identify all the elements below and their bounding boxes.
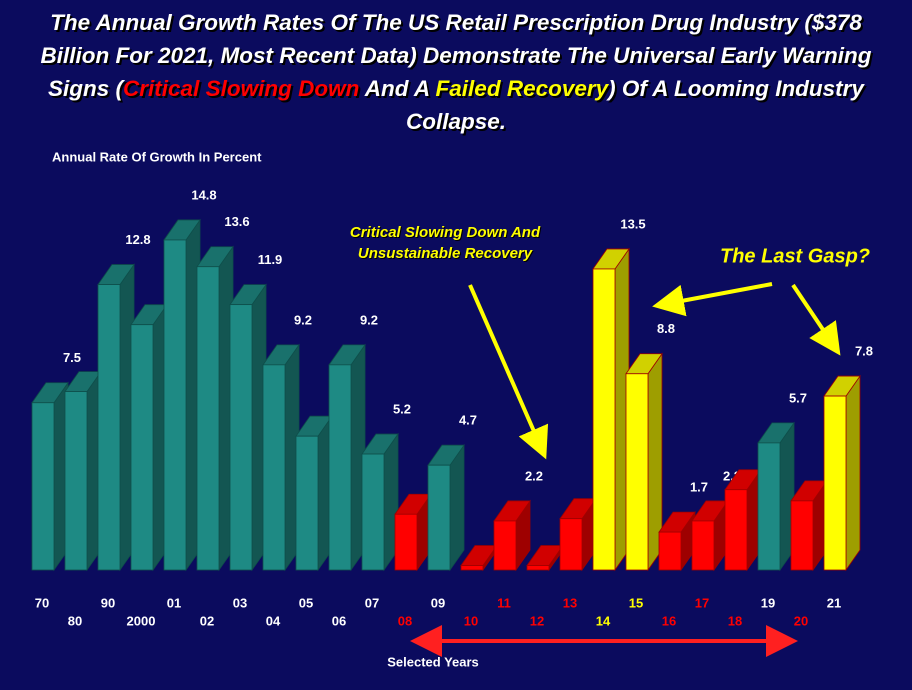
bar-side bbox=[449, 443, 465, 572]
bar bbox=[493, 520, 517, 571]
bar bbox=[559, 518, 583, 571]
bar bbox=[262, 364, 286, 571]
bar bbox=[790, 500, 814, 571]
bar bbox=[229, 304, 253, 571]
x-tick-label: 04 bbox=[266, 613, 281, 628]
x-tick-label: 10 bbox=[464, 613, 478, 628]
x-tick-label: 19 bbox=[761, 595, 775, 610]
annotation-arrow bbox=[652, 282, 773, 317]
data-label: 14.8 bbox=[191, 187, 216, 202]
x-tick-label: 17 bbox=[695, 595, 709, 610]
x-tick-label: 03 bbox=[233, 595, 247, 610]
bar bbox=[130, 324, 154, 571]
bar bbox=[295, 435, 319, 571]
bar bbox=[757, 442, 781, 571]
data-label: 5.7 bbox=[789, 390, 807, 405]
bar bbox=[31, 402, 55, 571]
bar bbox=[97, 284, 121, 571]
title-segment: Critical Slowing Down bbox=[123, 76, 360, 101]
data-label: 13.6 bbox=[224, 214, 249, 229]
y-axis-label: Annual Rate Of Growth In Percent bbox=[52, 149, 262, 164]
x-tick-label: 18 bbox=[728, 613, 742, 628]
x-tick-label: 09 bbox=[431, 595, 445, 610]
title-segment: And A bbox=[359, 76, 436, 101]
data-label: 1.7 bbox=[690, 480, 708, 495]
x-tick-label: 15 bbox=[629, 595, 643, 610]
x-tick-label: 08 bbox=[398, 613, 412, 628]
x-tick-label: 11 bbox=[497, 595, 511, 610]
x-axis-label: Selected Years bbox=[387, 654, 479, 669]
x-tick-label: 13 bbox=[563, 595, 577, 610]
chart-title: The Annual Growth Rates Of The US Retail… bbox=[20, 6, 892, 138]
data-label: 13.5 bbox=[620, 216, 645, 231]
bar-side bbox=[845, 374, 861, 572]
title-segment: ) Of A Looming Industry Collapse. bbox=[405, 76, 864, 134]
x-tick-label: 20 bbox=[794, 613, 808, 628]
data-label: 7.8 bbox=[855, 343, 873, 358]
x-tick-label: 80 bbox=[68, 613, 82, 628]
bar bbox=[361, 453, 385, 571]
data-label: 2.2 bbox=[525, 468, 543, 483]
x-tick-label: 06 bbox=[332, 613, 346, 628]
x-tick-label: 14 bbox=[596, 613, 611, 628]
bar bbox=[691, 520, 715, 571]
bar bbox=[196, 266, 220, 571]
data-label: 11.9 bbox=[258, 252, 283, 267]
data-label: 4.7 bbox=[459, 413, 477, 428]
x-tick-label: 90 bbox=[101, 595, 115, 610]
bar bbox=[724, 489, 748, 571]
x-tick-label: 2000 bbox=[127, 613, 156, 628]
annotation: The Last Gasp? bbox=[720, 245, 870, 267]
bar bbox=[427, 464, 451, 571]
bar bbox=[526, 565, 550, 571]
annotation-box: Critical Slowing Down And Unsustainable … bbox=[349, 224, 541, 262]
bar bbox=[163, 239, 187, 571]
bar bbox=[394, 513, 418, 571]
data-label: 9.2 bbox=[360, 312, 378, 327]
x-tick-label: 12 bbox=[530, 613, 544, 628]
x-tick-label: 02 bbox=[200, 613, 214, 628]
x-tick-label: 01 bbox=[167, 595, 181, 610]
data-label: 5.2 bbox=[393, 401, 411, 416]
x-tick-label: 70 bbox=[35, 595, 49, 610]
bar bbox=[64, 391, 88, 571]
bar bbox=[625, 373, 649, 571]
bar bbox=[823, 395, 847, 571]
bar bbox=[328, 364, 352, 571]
title-segment: Failed Recovery bbox=[435, 76, 609, 101]
x-tick-label: 21 bbox=[827, 595, 841, 610]
bar bbox=[658, 531, 682, 571]
x-tick-label: 16 bbox=[662, 613, 676, 628]
data-label: 12.8 bbox=[125, 232, 150, 247]
x-tick-label: 07 bbox=[365, 595, 379, 610]
data-label: 8.8 bbox=[657, 321, 675, 336]
data-label: 7.5 bbox=[63, 350, 81, 365]
annotation-arrow bbox=[791, 283, 841, 356]
annotation: Critical Slowing Down And Unsustainable … bbox=[349, 224, 541, 262]
annotation-arrow bbox=[468, 284, 549, 460]
bar bbox=[592, 268, 616, 571]
title-segment: The Annual Growth Rates Of The US Retail… bbox=[40, 10, 872, 101]
bar bbox=[460, 565, 484, 571]
data-label: 9.2 bbox=[294, 312, 312, 327]
x-tick-label: 05 bbox=[299, 595, 313, 610]
